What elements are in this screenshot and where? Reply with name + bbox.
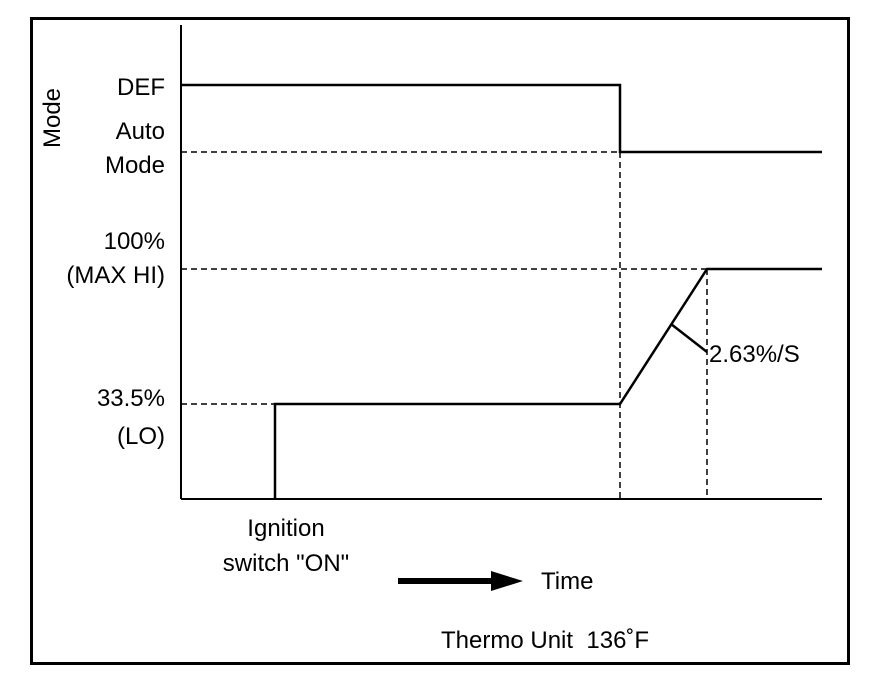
auto-label: Auto <box>116 118 165 145</box>
mode-trace <box>181 83 822 154</box>
ignition-switch-label: switch "ON" <box>223 550 349 577</box>
lo-percent-label: 33.5% <box>97 385 165 412</box>
auto-mode-label: Mode <box>105 152 165 179</box>
max-percent-label: 100% <box>104 228 165 255</box>
ramp-rate-label: 2.63%/S <box>709 341 800 368</box>
lo-label: (LO) <box>117 423 165 450</box>
thermo-unit-label: Thermo Unit 136˚F <box>441 627 649 654</box>
ramp-leader <box>670 323 708 353</box>
ignition-label: Ignition <box>247 515 324 542</box>
mode-axis-title: Mode <box>39 88 66 148</box>
time-label: Time <box>541 568 593 595</box>
time-arrow-icon <box>491 571 523 591</box>
def-label: DEF <box>117 74 165 101</box>
max-hi-label: (MAX HI) <box>66 262 165 289</box>
blower-trace <box>273 267 822 499</box>
timing-diagram: Mode DEF Auto Mode 100% (MAX HI) 33.5% (… <box>39 25 822 654</box>
diagram-frame: Mode DEF Auto Mode 100% (MAX HI) 33.5% (… <box>30 17 850 665</box>
